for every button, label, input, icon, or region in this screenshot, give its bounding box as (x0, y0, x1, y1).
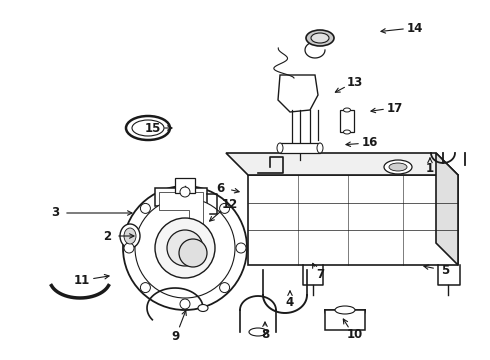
Ellipse shape (317, 143, 323, 153)
Circle shape (180, 187, 190, 197)
Bar (175, 178, 195, 193)
Polygon shape (159, 192, 203, 236)
Ellipse shape (343, 108, 350, 112)
Text: 4: 4 (286, 296, 294, 309)
Ellipse shape (126, 116, 170, 140)
Bar (280, 143, 320, 153)
Text: 1: 1 (426, 162, 434, 175)
Ellipse shape (120, 224, 140, 248)
Ellipse shape (389, 163, 407, 171)
Polygon shape (226, 153, 458, 175)
Text: 2: 2 (103, 230, 111, 243)
Ellipse shape (306, 30, 334, 46)
Circle shape (180, 299, 190, 309)
Text: 13: 13 (347, 77, 363, 90)
Ellipse shape (311, 33, 329, 43)
Text: 7: 7 (316, 269, 324, 282)
Text: 10: 10 (347, 328, 363, 342)
Circle shape (135, 198, 235, 298)
Polygon shape (436, 153, 458, 265)
Ellipse shape (132, 120, 164, 136)
Text: 12: 12 (222, 198, 238, 211)
Text: 3: 3 (51, 207, 59, 220)
Circle shape (179, 239, 207, 267)
Circle shape (141, 203, 150, 213)
Circle shape (124, 243, 134, 253)
Circle shape (167, 230, 203, 266)
Circle shape (236, 243, 246, 253)
Circle shape (155, 218, 215, 278)
Polygon shape (248, 175, 458, 265)
Text: 17: 17 (387, 102, 403, 114)
Ellipse shape (343, 130, 350, 134)
Text: 5: 5 (441, 264, 449, 276)
Text: 11: 11 (74, 274, 90, 287)
Circle shape (141, 283, 150, 293)
Circle shape (123, 186, 247, 310)
Ellipse shape (124, 228, 136, 244)
Text: 8: 8 (261, 328, 269, 342)
Text: 16: 16 (362, 136, 378, 149)
Bar (325, 310, 365, 330)
Text: 9: 9 (171, 329, 179, 342)
Ellipse shape (277, 143, 283, 153)
Polygon shape (278, 75, 318, 112)
Text: 14: 14 (407, 22, 423, 35)
Ellipse shape (249, 328, 267, 336)
Circle shape (220, 283, 230, 293)
Text: 15: 15 (145, 122, 161, 135)
Circle shape (220, 203, 230, 213)
Bar (340, 110, 354, 132)
Text: 6: 6 (216, 181, 224, 194)
Ellipse shape (198, 305, 208, 311)
Polygon shape (155, 188, 207, 240)
Ellipse shape (335, 306, 355, 314)
Ellipse shape (384, 160, 412, 174)
